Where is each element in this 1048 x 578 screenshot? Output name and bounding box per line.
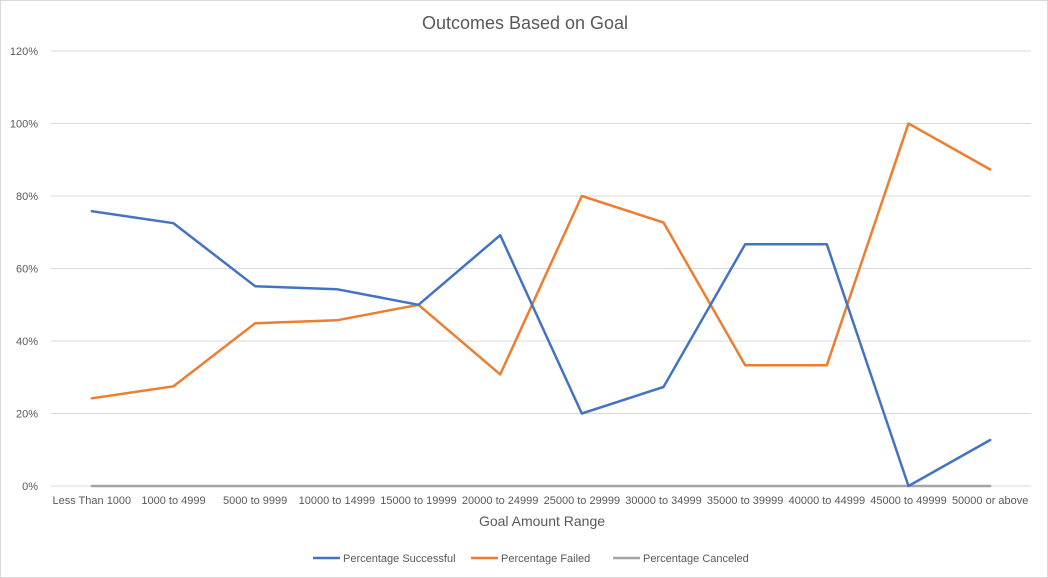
y-tick-label: 120%	[10, 46, 38, 58]
x-tick-label: 30000 to 34999	[625, 495, 701, 507]
y-tick-label: 80%	[16, 191, 38, 203]
series-line-percentage-successful	[90, 209, 992, 488]
y-tick-label: 0%	[22, 481, 38, 493]
x-tick-label: 50000 or above	[952, 495, 1028, 507]
legend-label: Percentage Canceled	[643, 553, 749, 565]
x-tick-label: 25000 to 29999	[544, 495, 620, 507]
series-line-percentage-failed	[90, 122, 992, 400]
x-tick-label: 45000 to 49999	[870, 495, 946, 507]
x-tick-label: 10000 to 14999	[299, 495, 375, 507]
x-tick-label: Less Than 1000	[52, 495, 131, 507]
legend-label: Percentage Successful	[343, 553, 456, 565]
x-tick-label: 5000 to 9999	[223, 495, 287, 507]
y-tick-label: 60%	[16, 264, 38, 276]
y-axis-ticks: 0% 20% 40% 60% 80% 100% 120%	[10, 46, 38, 493]
x-tick-label: 20000 to 24999	[462, 495, 538, 507]
y-tick-label: 40%	[16, 336, 38, 348]
gridlines	[51, 50, 1031, 487]
x-axis-title: Goal Amount Range	[479, 513, 605, 529]
chart-title: Outcomes Based on Goal	[422, 13, 628, 33]
series-lines	[90, 122, 992, 488]
x-tick-label: 40000 to 44999	[789, 495, 865, 507]
legend: Percentage Successful Percentage Failed Pe…	[313, 553, 749, 565]
legend-label: Percentage Failed	[501, 553, 590, 565]
y-tick-label: 100%	[10, 119, 38, 131]
x-tick-label: 1000 to 4999	[141, 495, 205, 507]
y-tick-label: 20%	[16, 409, 38, 421]
x-axis-ticks: Less Than 1000 1000 to 4999 5000 to 9999 10…	[52, 495, 1028, 507]
x-tick-label: 15000 to 19999	[380, 495, 456, 507]
x-tick-label: 35000 to 39999	[707, 495, 783, 507]
